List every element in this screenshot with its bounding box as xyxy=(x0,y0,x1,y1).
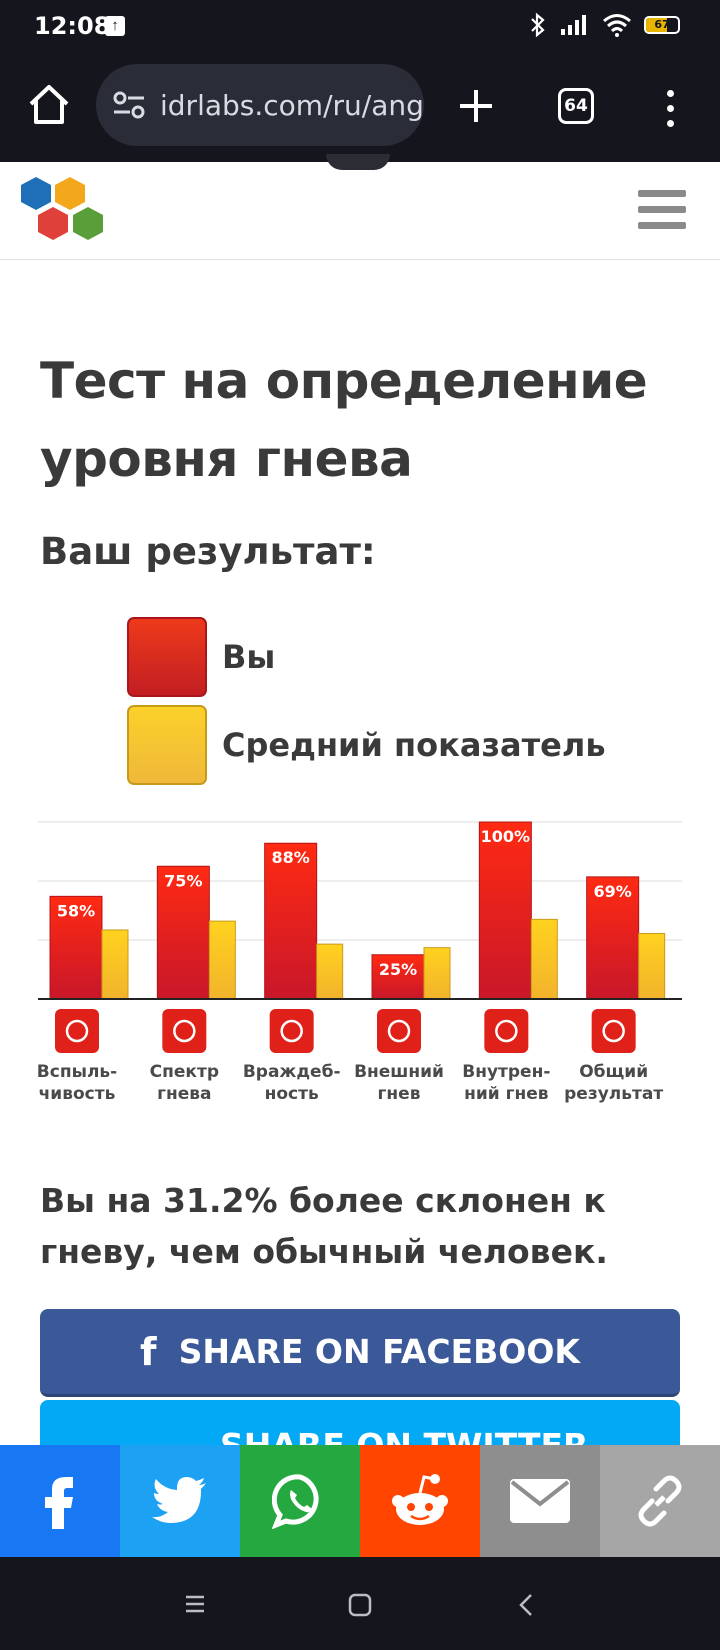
tab-switcher-button[interactable]: 64 xyxy=(558,88,594,124)
bar-value-label: 88% xyxy=(272,848,310,867)
url-text[interactable]: idrlabs.com/ru/anger xyxy=(160,89,424,122)
idrlabs-logo-icon[interactable] xyxy=(18,174,110,244)
status-icons: 67 xyxy=(528,12,680,38)
category-label: ний гнев xyxy=(464,1084,549,1104)
legend-label-you: Вы xyxy=(222,638,276,676)
icon-glyph xyxy=(280,1019,303,1043)
overflow-menu-icon[interactable] xyxy=(660,86,682,130)
upload-notification-icon: ↑ xyxy=(105,16,125,36)
bluetooth-icon xyxy=(531,12,545,38)
category-label: чивость xyxy=(39,1084,116,1104)
bar-you xyxy=(478,821,532,1000)
shouting-head-icon xyxy=(377,1009,421,1053)
category-label: Вспыль- xyxy=(38,1062,117,1082)
browser-toolbar: idrlabs.com/ru/anger 64 xyxy=(0,56,720,162)
bar-average xyxy=(208,920,236,1000)
back-nav-icon[interactable] xyxy=(518,1593,534,1617)
bar-value-label: 75% xyxy=(164,871,202,890)
bar-value-label: 58% xyxy=(57,901,95,920)
category-label: Враждеб- xyxy=(243,1062,341,1082)
status-bar: 12:08 ↑ 67 xyxy=(0,0,720,56)
bar-value-label: 100% xyxy=(481,827,530,846)
reddit-alien-icon xyxy=(392,1474,448,1525)
share-bar xyxy=(0,1445,720,1557)
bar-average xyxy=(530,918,558,1000)
email-envelope-icon xyxy=(510,1479,570,1523)
whatsapp-icon xyxy=(272,1474,319,1529)
link-chain-icon xyxy=(638,1475,682,1527)
home-icon[interactable] xyxy=(26,82,72,128)
facebook-icon xyxy=(45,1477,73,1529)
inward-head-icon xyxy=(484,1009,529,1053)
legend-label-average: Средний показатель xyxy=(222,726,606,764)
bar-average xyxy=(316,943,344,1000)
bar-value-label: 25% xyxy=(379,960,417,979)
twitter-bird-icon xyxy=(152,1477,206,1523)
new-tab-plus-icon[interactable] xyxy=(456,86,496,126)
category-label: гнева xyxy=(157,1084,211,1104)
site-header xyxy=(0,154,720,260)
category-label: Внутрен- xyxy=(462,1062,550,1082)
share-bar-twitter[interactable] xyxy=(120,1445,240,1557)
icon-glyph xyxy=(173,1019,196,1043)
share-bar-whatsapp[interactable] xyxy=(240,1445,360,1557)
result-heading: Ваш результат: xyxy=(40,530,376,573)
share-bar-email[interactable] xyxy=(480,1445,600,1557)
hamburger-menu-icon[interactable] xyxy=(638,190,686,230)
fan-spectrum-icon xyxy=(162,1009,207,1053)
site-settings-icon[interactable] xyxy=(112,90,146,120)
cobra-icon xyxy=(269,1009,314,1053)
icon-glyph xyxy=(602,1019,625,1043)
icon-glyph xyxy=(65,1019,89,1043)
share-bar-copy-link[interactable] xyxy=(600,1445,720,1557)
wifi-icon xyxy=(603,14,631,37)
share-facebook-button[interactable]: f SHARE ON FACEBOOK xyxy=(40,1309,680,1397)
chart-points-icon xyxy=(591,1009,636,1053)
result-summary: Вы на 31.2% более склонен к гневу, чем о… xyxy=(40,1181,608,1271)
bar-you xyxy=(156,865,210,1000)
floating-element-edge xyxy=(326,154,390,170)
share-bar-reddit[interactable] xyxy=(360,1445,480,1557)
category-label: Спектр xyxy=(150,1062,219,1082)
storm-cloud-icon xyxy=(55,1009,99,1053)
bar-value-label: 69% xyxy=(594,882,632,901)
facebook-icon: f xyxy=(140,1329,157,1374)
signal-icon xyxy=(561,15,586,35)
home-nav-icon[interactable] xyxy=(348,1593,372,1617)
recent-apps-icon[interactable] xyxy=(184,1593,206,1615)
category-label: гнев xyxy=(378,1084,421,1104)
category-label: ность xyxy=(265,1084,319,1104)
android-nav-bar xyxy=(0,1557,720,1650)
address-bar[interactable]: idrlabs.com/ru/anger xyxy=(96,64,424,146)
icon-glyph xyxy=(495,1019,518,1043)
bar-you xyxy=(371,954,425,1000)
page-title: Тест на определение уровня гнева xyxy=(40,352,648,488)
legend-swatch-you xyxy=(127,617,207,697)
bar-average xyxy=(423,947,451,1000)
bar-average xyxy=(638,933,666,1000)
share-bar-facebook[interactable] xyxy=(0,1445,120,1557)
legend-swatch-average xyxy=(127,705,207,785)
icon-glyph xyxy=(387,1019,411,1043)
bar-you xyxy=(586,876,640,1000)
category-label: результат xyxy=(564,1084,663,1104)
category-label: Общий xyxy=(579,1062,648,1082)
battery-level: 67 xyxy=(654,18,670,31)
battery-icon: 67 xyxy=(644,16,680,34)
category-label: Внешний xyxy=(354,1062,444,1082)
bar-average xyxy=(101,929,129,1000)
bar-you xyxy=(264,842,318,1000)
share-facebook-label: SHARE ON FACEBOOK xyxy=(178,1332,580,1371)
status-time: 12:08 xyxy=(34,12,111,40)
